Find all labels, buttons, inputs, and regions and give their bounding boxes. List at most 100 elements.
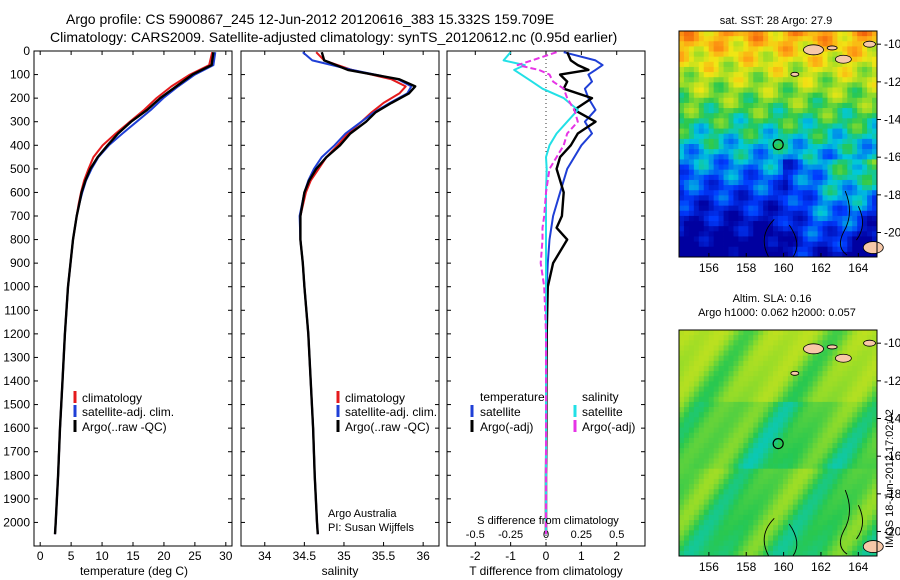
map-cell: [827, 102, 833, 109]
map-cell: [797, 432, 804, 439]
map-cell: [683, 340, 690, 346]
map-cell: [832, 61, 838, 68]
map-cell: [787, 205, 794, 212]
map-cell: [768, 448, 774, 454]
map-cell: [852, 494, 858, 500]
map-cell: [683, 169, 690, 176]
map-cell: [827, 396, 833, 403]
map-cell: [768, 215, 774, 222]
map-cell: [688, 174, 695, 181]
map-cell: [797, 128, 804, 135]
map-cell: [748, 330, 754, 336]
map-cell: [867, 92, 873, 99]
map-cell: [842, 371, 848, 377]
map-cell: [837, 376, 843, 382]
map-cell: [832, 113, 838, 119]
map-cell: [837, 251, 843, 258]
map-cell: [792, 350, 799, 357]
map-cell: [822, 154, 828, 160]
map-cell: [782, 82, 789, 88]
map-cell: [792, 215, 799, 222]
map-cell: [812, 365, 818, 372]
map-cell: [782, 422, 789, 428]
map-cell: [773, 179, 779, 186]
map-cell: [698, 215, 705, 222]
map-cell: [733, 118, 739, 124]
map-cell: [812, 102, 818, 109]
map-cell: [728, 463, 734, 470]
map-cell: [688, 164, 695, 171]
map-cell: [718, 350, 724, 357]
map-cell: [768, 210, 774, 217]
map-cell: [703, 453, 710, 459]
map-cell: [857, 195, 863, 201]
map-cell: [778, 246, 784, 253]
map-cell: [708, 72, 715, 78]
map-cell: [812, 118, 818, 124]
map-cell: [718, 113, 724, 119]
map-cell: [787, 473, 794, 480]
map-cell: [852, 236, 858, 242]
map-cell: [827, 535, 833, 541]
map-cell: [743, 443, 749, 449]
map-cell: [768, 108, 774, 114]
map-cell: [733, 210, 739, 217]
map-cell: [688, 36, 695, 42]
map-cell: [857, 138, 863, 145]
map-cell: [802, 144, 809, 150]
map-cell: [857, 97, 863, 104]
map-cell: [782, 509, 789, 516]
map-cell: [773, 51, 779, 58]
map-cell: [768, 386, 774, 393]
map-cell: [768, 530, 774, 536]
map-cell: [802, 66, 809, 73]
map-cell: [713, 41, 719, 47]
map-cell: [743, 200, 749, 207]
map-cell: [778, 113, 784, 119]
map-cell: [817, 432, 823, 439]
map-cell: [733, 365, 739, 372]
map-cell: [847, 432, 853, 439]
map-cell: [807, 118, 814, 124]
map-cell: [758, 458, 764, 464]
map-cell: [807, 458, 814, 464]
map-cell: [802, 97, 809, 104]
map-cell: [842, 494, 848, 500]
map-cell: [683, 407, 690, 413]
map-cell: [763, 407, 769, 413]
map-cell: [773, 185, 779, 191]
map-cell: [703, 169, 710, 176]
map-cell: [807, 174, 814, 181]
map-cell: [827, 190, 833, 196]
map-cell: [758, 525, 764, 531]
map-cell: [708, 376, 715, 382]
map-cell: [812, 473, 818, 480]
map-cell: [683, 97, 690, 104]
map-cell: [708, 241, 715, 248]
map-cell: [703, 231, 710, 237]
map-cell: [778, 422, 784, 428]
map-cell: [758, 448, 764, 454]
map-cell: [758, 138, 764, 145]
map-cell: [738, 391, 744, 398]
map-cell: [822, 56, 828, 63]
map-cell: [693, 164, 700, 171]
map-cell: [778, 443, 784, 449]
map-cell: [787, 226, 794, 232]
map-cell: [768, 133, 774, 140]
map-cell: [827, 499, 833, 506]
map-cell: [763, 154, 769, 160]
map-cell: [713, 355, 719, 362]
map-cell: [693, 335, 700, 341]
map-cell: [792, 133, 799, 140]
map-cell: [857, 340, 863, 346]
map-cell: [683, 535, 690, 541]
map-cell: [807, 231, 814, 237]
map-cell: [679, 550, 685, 557]
map-cell: [782, 381, 789, 387]
map-cell: [782, 473, 789, 480]
map-cell: [743, 535, 749, 541]
map-cell: [872, 46, 878, 52]
map-cell: [758, 432, 764, 439]
map-cell: [723, 478, 729, 485]
